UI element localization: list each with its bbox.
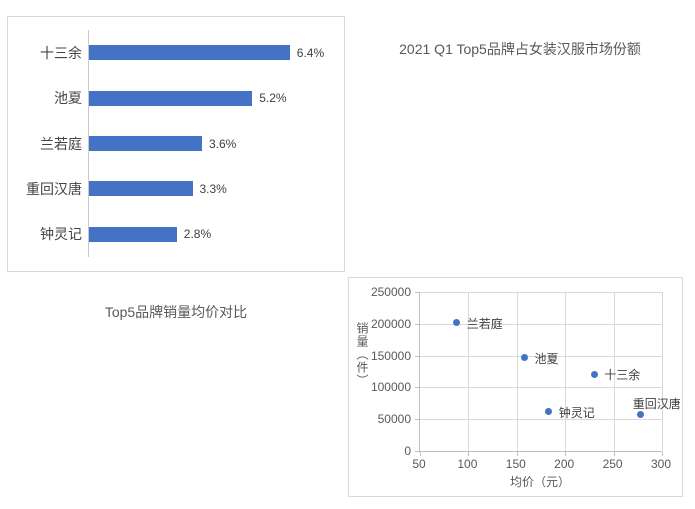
bar [89,226,177,242]
gridline-horizontal [420,387,662,389]
x-tick-label: 200 [554,457,575,471]
y-tick-label: 50000 [377,412,411,427]
bar [89,45,290,61]
x-tick-mark [613,452,615,456]
gridline-horizontal [420,355,662,357]
scatter-point [590,370,598,378]
scatter-point-label: 钟灵记 [558,405,595,420]
bar-row: 2.8% [89,212,342,257]
y-tick-mark [415,292,419,293]
bar-category-label: 重回汉唐 [26,180,82,197]
bar-value-label: 2.8% [183,227,212,242]
bar-row: 3.3% [89,166,342,211]
scatter-chart-title: Top5品牌销量均价对比 [104,304,248,320]
scatter-x-axis-title: 均价（元） [509,475,570,489]
y-tick-mark [415,451,419,452]
y-tick-mark [415,387,419,389]
bar-axis-line [88,30,89,257]
scatter-point-label: 重回汉唐 [632,396,681,411]
x-tick-label: 300 [650,457,672,471]
y-tick-label: 200000 [370,316,411,331]
gridline-vertical [613,292,615,451]
scatter-point [637,411,645,419]
scatter-point-label: 十三余 [604,368,641,382]
gridline-vertical [516,292,518,451]
bar-value-label: 5.2% [259,91,287,106]
y-tick-mark [415,355,419,357]
x-tick-mark [516,452,518,456]
x-tick-mark [565,452,567,456]
y-tick-label: 250000 [370,285,411,299]
bar-category-label: 兰若庭 [40,135,82,152]
scatter-point-label: 兰若庭 [466,316,503,331]
bar [89,136,202,152]
bar-chart-title: 2021 Q1 Top5品牌占女装汉服市场份额 [399,41,641,57]
bar-category-label: 池夏 [54,90,82,107]
x-tick-label: 250 [602,457,623,471]
bar-category-axis: 十三余池夏兰若庭重回汉唐钟灵记 [8,30,82,257]
bar-value-label: 6.4% [296,45,325,60]
y-tick-label: 0 [404,444,411,458]
x-tick-label: 100 [457,457,478,471]
y-tick-mark [415,323,419,325]
bar [89,90,253,106]
bar-row: 3.6% [89,121,342,166]
y-tick-label: 150000 [370,348,411,363]
scatter-chart-panel: 销量（件） 均价（元） 兰若庭池夏十三余钟灵记 重回汉唐 0 50000 100000… [348,277,683,497]
scatter-point [453,319,461,326]
scatter-y-axis-title: 销量（件） [355,322,369,387]
gridline-vertical [468,292,470,451]
gridline-vertical [662,292,663,451]
y-tick-mark [415,419,419,421]
scatter-point-label: 池夏 [534,351,559,366]
bar-value-label: 3.6% [209,136,237,151]
bar-category-label: 十三余 [40,44,82,61]
bar-chart-panel: 十三余池夏兰若庭重回汉唐钟灵记 6.4% 5.2% 3.6% 3.3% 2.8% [7,16,345,272]
y-tick-label: 100000 [370,380,411,395]
scatter-point [545,408,553,416]
gridline-horizontal [420,419,662,421]
bar-series: 6.4% 5.2% 3.6% 3.3% 2.8% [89,30,342,257]
bar-category-label: 钟灵记 [40,226,82,243]
scatter-plot-area: 兰若庭池夏十三余钟灵记 重回汉唐 [415,292,681,456]
x-tick-label: 50 [412,457,426,471]
scatter-point [521,354,528,361]
bar-row: 6.4% [89,30,342,75]
x-tick-label: 150 [505,457,526,471]
x-tick-mark [468,452,470,456]
x-tick-mark [420,452,421,456]
bar-value-label: 3.3% [199,181,227,196]
bar-row: 5.2% [89,75,342,120]
gridline-horizontal [420,292,662,293]
gridline-vertical [565,292,567,451]
bar [89,181,193,197]
x-tick-mark [662,452,663,456]
gridline-horizontal [420,323,662,325]
